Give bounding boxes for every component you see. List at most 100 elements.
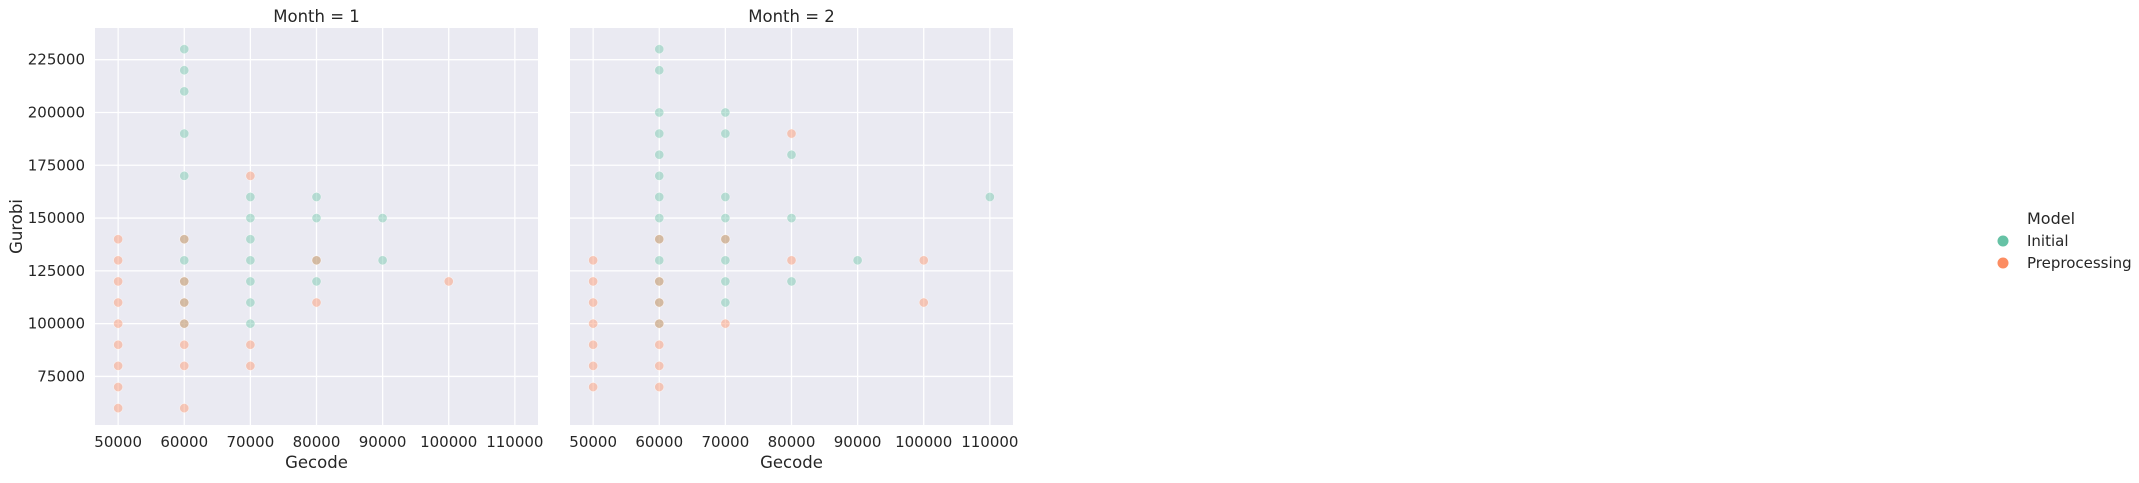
data-point-preprocessing	[654, 297, 665, 308]
data-point-preprocessing	[245, 339, 256, 350]
x-tick-label: 80000	[293, 433, 341, 451]
data-point-initial	[720, 276, 731, 287]
data-point-preprocessing	[588, 276, 599, 287]
y-tick-label: 75000	[37, 367, 85, 385]
data-point-preprocessing	[588, 255, 599, 266]
data-point-preprocessing	[179, 276, 190, 287]
data-point-initial	[852, 255, 863, 266]
data-point-preprocessing	[654, 339, 665, 350]
data-point-preprocessing	[113, 318, 124, 329]
data-point-initial	[245, 234, 256, 245]
data-point-initial	[179, 128, 190, 139]
y-tick-label: 225000	[28, 51, 85, 69]
data-point-preprocessing	[113, 297, 124, 308]
series-initial	[654, 44, 995, 329]
data-point-initial	[654, 192, 665, 202]
data-point-preprocessing	[311, 255, 322, 266]
data-point-preprocessing	[588, 318, 599, 329]
data-point-initial	[654, 213, 665, 223]
data-point-initial	[720, 297, 731, 308]
x-axis-label: Gecode	[760, 453, 823, 472]
x-tick-label: 70000	[702, 433, 750, 451]
data-point-preprocessing	[179, 234, 190, 245]
data-point-initial	[720, 213, 731, 223]
data-point-initial	[654, 65, 665, 76]
y-tick-label: 175000	[28, 156, 85, 174]
data-point-preprocessing	[786, 255, 797, 266]
data-point-initial	[720, 128, 731, 139]
data-point-initial	[377, 255, 388, 266]
x-tick-label: 70000	[227, 433, 275, 451]
data-point-initial	[311, 276, 322, 287]
data-point-initial	[311, 192, 322, 202]
data-point-preprocessing	[786, 128, 797, 139]
data-point-initial	[245, 297, 256, 308]
data-point-preprocessing	[654, 234, 665, 245]
x-tick-label: 90000	[834, 433, 882, 451]
data-point-initial	[654, 44, 665, 55]
series-preprocessing	[113, 170, 454, 414]
data-point-initial	[179, 255, 190, 266]
x-tick-label: 110000	[961, 433, 1018, 451]
x-tick-label: 50000	[569, 433, 617, 451]
data-point-initial	[245, 192, 256, 202]
x-axis-label: Gecode	[285, 453, 348, 472]
data-point-preprocessing	[113, 339, 124, 350]
data-point-preprocessing	[654, 360, 665, 371]
data-point-preprocessing	[113, 276, 124, 287]
legend-title: Model	[2027, 209, 2075, 228]
data-point-preprocessing	[179, 403, 190, 414]
panel-title: Month = 2	[748, 7, 835, 26]
series-initial	[179, 44, 388, 329]
panel-1: 50000 60000 70000 80000 90000 100000 110000 Gec…	[7, 7, 543, 472]
data-point-initial	[720, 107, 731, 118]
data-point-initial	[245, 318, 256, 329]
series-preprocessing	[588, 128, 929, 392]
data-point-initial	[179, 170, 190, 181]
data-point-preprocessing	[918, 255, 929, 266]
data-point-preprocessing	[654, 382, 665, 392]
data-point-preprocessing	[311, 297, 322, 308]
data-point-preprocessing	[588, 297, 599, 308]
y-tick-label: 125000	[28, 262, 85, 280]
legend-label-initial: Initial	[2027, 232, 2069, 250]
data-point-initial	[984, 192, 995, 202]
data-point-initial	[377, 213, 388, 223]
x-tick-label: 90000	[359, 433, 407, 451]
data-point-initial	[654, 255, 665, 266]
data-point-preprocessing	[113, 234, 124, 245]
data-point-preprocessing	[654, 276, 665, 287]
data-point-initial	[245, 213, 256, 223]
x-tick-label: 110000	[486, 433, 543, 451]
x-tick-label: 100000	[895, 433, 952, 451]
data-point-initial	[179, 65, 190, 76]
y-tick-label: 100000	[28, 315, 85, 333]
data-point-initial	[654, 128, 665, 139]
y-tick-label: 200000	[28, 103, 85, 121]
legend: Model Initial Preprocessing	[1997, 209, 2132, 272]
data-point-preprocessing	[179, 318, 190, 329]
legend-marker-initial	[1997, 235, 2009, 247]
data-point-initial	[654, 149, 665, 160]
x-tick-label: 100000	[420, 433, 477, 451]
y-axis-label: Gurobi	[7, 199, 26, 254]
data-point-initial	[720, 192, 731, 202]
data-point-preprocessing	[179, 360, 190, 371]
data-point-preprocessing	[245, 360, 256, 371]
data-point-initial	[786, 149, 797, 160]
data-point-preprocessing	[588, 360, 599, 371]
data-point-initial	[179, 44, 190, 55]
data-point-preprocessing	[654, 318, 665, 329]
legend-label-preprocessing: Preprocessing	[2027, 254, 2132, 272]
data-point-preprocessing	[588, 382, 599, 392]
x-tick-label: 50000	[94, 433, 142, 451]
y-tick-label: 150000	[28, 209, 85, 227]
data-point-preprocessing	[443, 276, 454, 287]
data-point-preprocessing	[179, 339, 190, 350]
data-point-preprocessing	[720, 234, 731, 245]
x-tick-label: 60000	[635, 433, 683, 451]
data-point-preprocessing	[918, 297, 929, 308]
data-point-preprocessing	[113, 382, 124, 392]
data-point-preprocessing	[113, 255, 124, 266]
